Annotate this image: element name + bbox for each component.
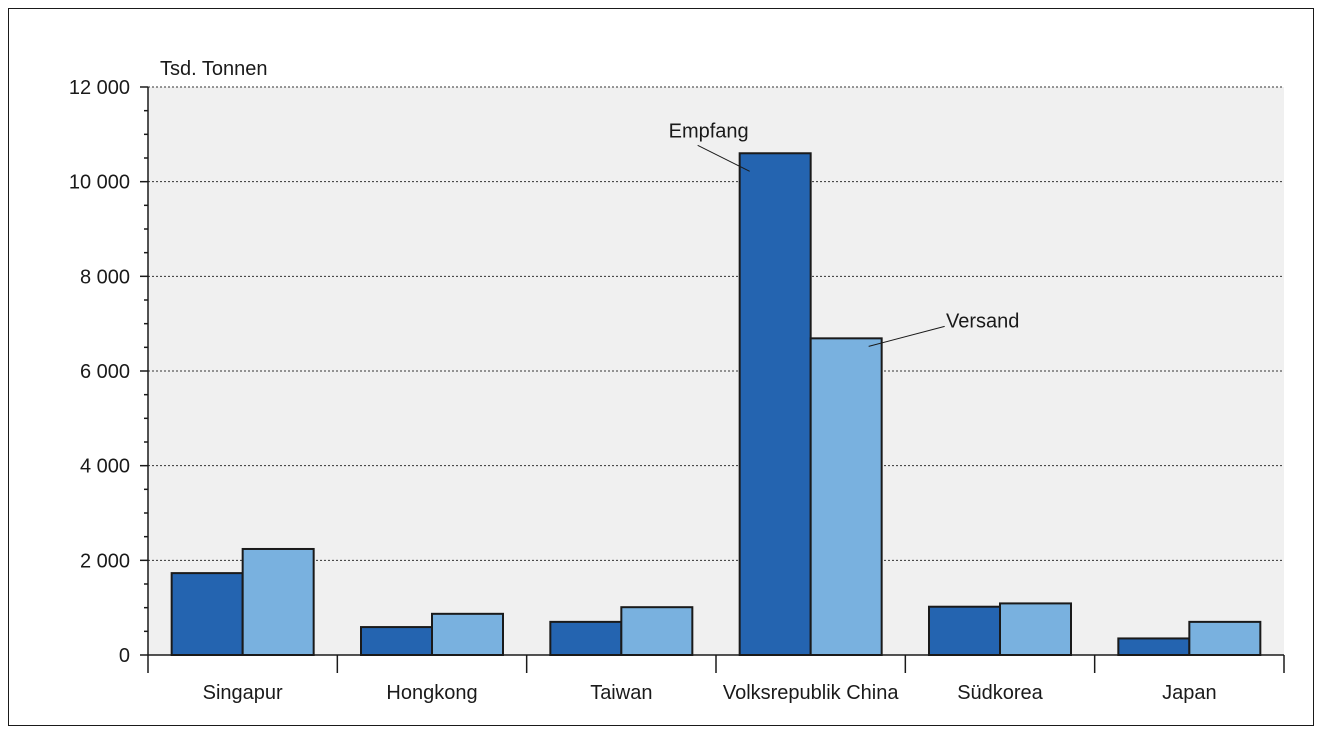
bar-empfang	[549, 620, 623, 656]
annotation-leader-empfang	[697, 144, 750, 172]
annotation-versand: Versand	[946, 310, 1019, 332]
bar-empfang	[360, 626, 433, 656]
y-tick-label: 10 000	[69, 172, 130, 194]
bars	[170, 152, 1262, 657]
bar-versand	[999, 602, 1072, 657]
bar-versand	[241, 547, 315, 656]
gridlines	[148, 86, 1284, 561]
bar-versand	[431, 612, 504, 657]
x-category-label: Volksrepublik China	[723, 682, 900, 704]
y-tick-label: 6 000	[80, 361, 130, 383]
x-category-label: Südkorea	[957, 682, 1043, 704]
x-category-label: Singapur	[203, 682, 283, 704]
x-category-label: Hongkong	[386, 682, 477, 704]
x-category-label: Taiwan	[590, 682, 652, 704]
x-category-label: Japan	[1162, 682, 1217, 704]
bar-versand	[809, 337, 883, 656]
y-axis-unit-label: Tsd. Tonnen	[160, 58, 268, 80]
y-tick-label: 12 000	[69, 77, 130, 99]
y-tick-label: 4 000	[80, 456, 130, 478]
bar-empfang	[1117, 637, 1191, 657]
y-ticks: 0 2 000 4 000 6 000 8 000 10 000 12 000	[69, 77, 148, 667]
x-ticks: Singapur Hongkong Taiwan Volksrepublik Chin…	[147, 655, 1285, 704]
bar-empfang	[928, 605, 1001, 656]
y-tick-label: 0	[119, 645, 130, 667]
bar-empfang	[738, 152, 812, 656]
bar-empfang	[170, 572, 244, 657]
series-annotations: Empfang Versand	[669, 120, 1019, 347]
bar-versand	[620, 606, 694, 657]
annotation-empfang: Empfang	[669, 120, 749, 142]
y-tick-label: 8 000	[80, 266, 130, 288]
y-tick-label: 2 000	[80, 550, 130, 572]
annotation-leader-versand	[868, 325, 945, 347]
bar-versand	[1188, 620, 1262, 656]
